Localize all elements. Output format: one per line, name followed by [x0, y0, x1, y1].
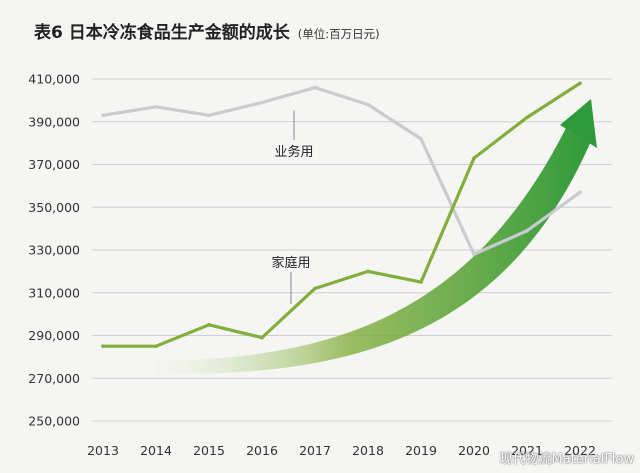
annotation-label: 家庭用 — [271, 255, 310, 271]
series-point — [313, 85, 317, 90]
x-tick-label: 2019 — [405, 443, 437, 458]
growth-arrow-body — [155, 128, 591, 375]
chart-title-row: 表6 日本冷冻食品生产金额的成长 (单位:百万日元) — [34, 18, 380, 43]
series-point — [313, 286, 317, 291]
series-point — [207, 113, 211, 118]
series-point — [101, 344, 105, 348]
series-line — [101, 81, 582, 348]
annotation-label: 业务用 — [274, 144, 313, 160]
y-tick-label: 270,000 — [28, 371, 80, 386]
x-tick-label: 2021 — [511, 443, 543, 458]
y-tick-label: 310,000 — [28, 285, 80, 300]
series-point — [154, 104, 158, 109]
y-tick-label: 410,000 — [28, 72, 80, 87]
series-line — [101, 85, 582, 256]
chart-unit-note: (单位:百万日元) — [297, 27, 380, 41]
x-tick-label: 2015 — [193, 443, 225, 458]
y-tick-label: 330,000 — [28, 243, 80, 258]
series-point — [260, 335, 264, 340]
watermark: 现代物流MaterialFlow — [499, 452, 635, 467]
series-point — [472, 252, 476, 257]
y-tick-label: 370,000 — [28, 157, 80, 172]
series-point — [525, 228, 529, 233]
x-tick-label: 2020 — [458, 443, 490, 458]
y-tick-label: 350,000 — [28, 200, 80, 215]
series-point — [525, 115, 529, 120]
series-point — [472, 156, 476, 160]
x-tick-label: 2016 — [246, 443, 278, 458]
x-tick-label: 2018 — [352, 443, 384, 458]
growth-arrow-head — [560, 99, 597, 148]
series-point — [419, 137, 423, 141]
series-point — [578, 81, 582, 86]
chart-title: 表6 日本冷冻食品生产金额的成长 — [34, 23, 290, 43]
series-point — [419, 280, 423, 284]
y-tick-label: 390,000 — [28, 114, 80, 129]
series-point — [154, 344, 158, 348]
series-point — [101, 113, 105, 118]
series-point — [260, 100, 264, 105]
x-tick-label: 2014 — [140, 443, 172, 458]
series-point — [207, 323, 211, 327]
series-point — [366, 269, 370, 274]
series-point — [366, 102, 370, 107]
y-tick-label: 290,000 — [28, 328, 80, 343]
x-tick-label: 2013 — [87, 443, 119, 458]
x-tick-label: 2022 — [564, 443, 596, 458]
y-tick-label: 250,000 — [28, 414, 80, 429]
series-point — [578, 190, 582, 195]
x-tick-label: 2017 — [299, 443, 331, 458]
